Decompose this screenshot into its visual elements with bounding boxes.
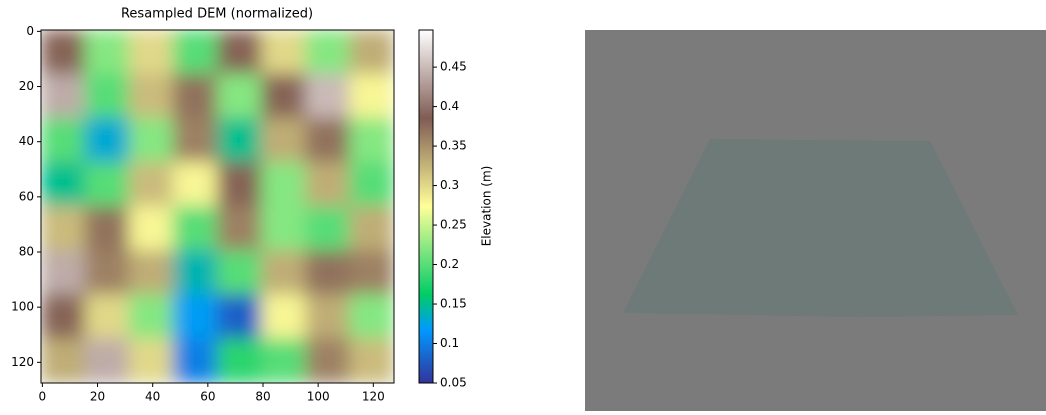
x-tick-label: 120 xyxy=(362,390,385,404)
heatmap-cell xyxy=(85,30,130,75)
heatmap-cell xyxy=(261,250,306,295)
y-tick-label: 100 xyxy=(11,300,34,314)
colorbar-tick-label: 0.25 xyxy=(440,218,467,232)
heatmap-cell xyxy=(305,118,350,163)
heatmap-cell xyxy=(349,118,394,163)
heatmap-cell xyxy=(305,74,350,119)
heatmap-cell xyxy=(217,206,262,251)
heatmap-cell xyxy=(261,118,306,163)
heatmap-cell xyxy=(349,294,394,339)
heatmap-cell xyxy=(173,162,218,207)
colorbar-tick-label: 0.2 xyxy=(440,257,459,271)
x-tick-label: 60 xyxy=(200,390,215,404)
y-tick-label: 20 xyxy=(19,79,34,93)
colorbar xyxy=(419,30,433,383)
colorbar-tick-label: 0.15 xyxy=(440,297,467,311)
heatmap-cell xyxy=(261,294,306,339)
heatmap-cell xyxy=(85,338,130,383)
heatmap-cell xyxy=(129,294,174,339)
heatmap-cell xyxy=(41,338,86,383)
heatmap-cell xyxy=(41,74,86,119)
heatmap-cell xyxy=(129,118,174,163)
heatmap-area xyxy=(41,30,395,384)
x-tick-label: 0 xyxy=(39,390,47,404)
heatmap-cell xyxy=(349,338,394,383)
colorbar-tick-label: 0.4 xyxy=(440,99,459,113)
heatmap-cell xyxy=(41,30,86,75)
heatmap-cell xyxy=(217,250,262,295)
heatmap-cell xyxy=(217,162,262,207)
heatmap-cell xyxy=(129,250,174,295)
heatmap-cell xyxy=(217,294,262,339)
heatmap-cell xyxy=(217,74,262,119)
heatmap-cell xyxy=(173,30,218,75)
y-tick-label: 120 xyxy=(11,355,34,369)
heatmap-cell xyxy=(217,118,262,163)
y-tick-label: 80 xyxy=(19,245,34,259)
heatmap-cell xyxy=(129,30,174,75)
heatmap-cell xyxy=(349,162,394,207)
heatmap-cell xyxy=(41,206,86,251)
colorbar-tick-label: 0.1 xyxy=(440,336,459,350)
heatmap-cell xyxy=(41,162,86,207)
colorbar-label: Elevation (m) xyxy=(480,166,494,247)
y-tick-label: 0 xyxy=(26,24,34,38)
heatmap-cell xyxy=(129,162,174,207)
heatmap-cell xyxy=(173,118,218,163)
x-tick-label: 40 xyxy=(145,390,160,404)
heatmap-cell xyxy=(85,118,130,163)
heatmap-cell xyxy=(261,30,306,75)
heatmap-cell xyxy=(41,118,86,163)
heatmap-cell xyxy=(305,250,350,295)
heatmap-cell xyxy=(85,74,130,119)
heatmap-cell xyxy=(305,206,350,251)
heatmap-cell xyxy=(349,250,394,295)
x-tick-label: 100 xyxy=(307,390,330,404)
heatmap-cell xyxy=(349,74,394,119)
y-tick-label: 60 xyxy=(19,189,34,203)
heatmap-cell xyxy=(85,294,130,339)
x-tick-label: 20 xyxy=(90,390,105,404)
heatmap-cell xyxy=(129,74,174,119)
heatmap-cell xyxy=(41,294,86,339)
colorbar-tick-label: 0.05 xyxy=(440,376,467,390)
x-tick-label: 80 xyxy=(255,390,270,404)
heatmap-cell xyxy=(41,250,86,295)
heatmap-cell xyxy=(261,162,306,207)
y-tick-label: 40 xyxy=(19,134,34,148)
heatmap-cell xyxy=(349,206,394,251)
heatmap-cell xyxy=(349,30,394,75)
chart-title: Resampled DEM (normalized) xyxy=(121,7,313,22)
heatmap-cell xyxy=(85,206,130,251)
heatmap-cell xyxy=(173,250,218,295)
heatmap-cell xyxy=(173,74,218,119)
heatmap-cell xyxy=(85,162,130,207)
colorbar-tick-label: 0.3 xyxy=(440,178,459,192)
heatmap-cell xyxy=(129,206,174,251)
colorbar-tick-label: 0.35 xyxy=(440,139,467,153)
heatmap-cells xyxy=(41,30,395,384)
heatmap-cell xyxy=(173,294,218,339)
heatmap-cell xyxy=(261,338,306,383)
heatmap-cell xyxy=(305,30,350,75)
heatmap-cell xyxy=(261,74,306,119)
heatmap-cell xyxy=(85,250,130,295)
colorbar-tick-label: 0.45 xyxy=(440,60,467,74)
heatmap-cell xyxy=(305,294,350,339)
heatmap-cell xyxy=(261,206,306,251)
heatmap-cell xyxy=(217,30,262,75)
heatmap-cell xyxy=(305,162,350,207)
heatmap-cell xyxy=(173,338,218,383)
heatmap-cell xyxy=(305,338,350,383)
heatmap-cell xyxy=(217,338,262,383)
heatmap-cell xyxy=(173,206,218,251)
figure: Resampled DEM (normalized) Elevation (m)… xyxy=(0,0,1046,415)
heatmap-cell xyxy=(129,338,174,383)
